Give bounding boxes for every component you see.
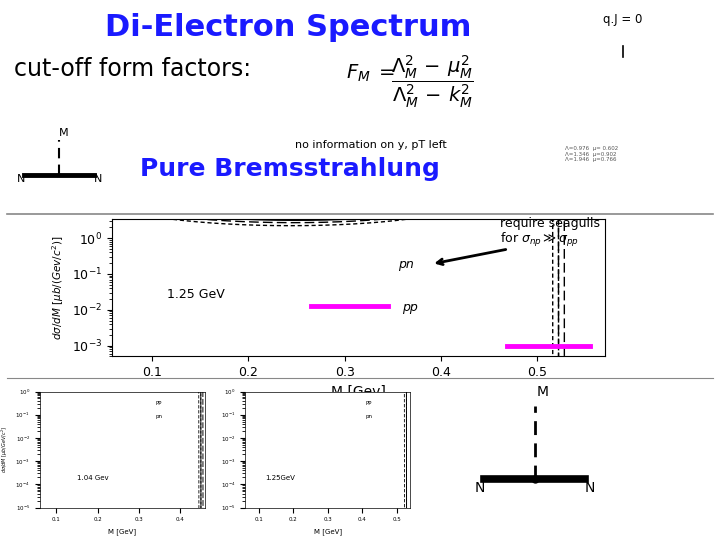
Text: pp: pp xyxy=(402,301,418,314)
Text: Di-Electron Spectrum: Di-Electron Spectrum xyxy=(105,14,471,43)
Text: q.J = 0: q.J = 0 xyxy=(603,14,642,26)
Text: pn: pn xyxy=(366,414,372,420)
Text: PP: PP xyxy=(156,401,162,407)
Y-axis label: $d\sigma/dM\ [\mu b/(Gev/c^2)]$: $d\sigma/dM\ [\mu b/(Gev/c^2)]$ xyxy=(50,235,66,340)
X-axis label: M [GeV]: M [GeV] xyxy=(313,528,342,535)
Text: require seagulls: require seagulls xyxy=(500,217,600,230)
Text: M: M xyxy=(537,385,549,399)
Text: cut-off form factors:: cut-off form factors: xyxy=(14,57,251,80)
Text: N: N xyxy=(474,481,485,495)
Text: 1.04 Gev: 1.04 Gev xyxy=(77,475,109,481)
Text: no information on y, pT left: no information on y, pT left xyxy=(295,140,446,151)
Text: $F_M\;=$: $F_M\;=$ xyxy=(346,63,395,84)
Text: Λ=0.976  μ= 0.602
Λ=1.346  μ=0.902
Λ=1.946  μ=0.766: Λ=0.976 μ= 0.602 Λ=1.346 μ=0.902 Λ=1.946… xyxy=(565,146,618,163)
Text: M: M xyxy=(59,129,69,138)
Text: 1.25 GeV: 1.25 GeV xyxy=(166,287,224,301)
Text: Pure Bremsstrahlung: Pure Bremsstrahlung xyxy=(140,157,440,180)
Text: for $\sigma_{np} \gg \sigma_{pp}$: for $\sigma_{np} \gg \sigma_{pp}$ xyxy=(500,231,580,249)
Text: 1.25GeV: 1.25GeV xyxy=(266,475,295,481)
Text: N: N xyxy=(94,174,102,185)
Text: pn: pn xyxy=(397,258,413,271)
Y-axis label: $d\sigma/dM\ [\mu b/GeV/c^2]$: $d\sigma/dM\ [\mu b/GeV/c^2]$ xyxy=(0,426,10,473)
Text: $\dfrac{\Lambda_M^2\,-\,\mu_M^2}{\Lambda_M^2\,-\,k_M^2}$: $\dfrac{\Lambda_M^2\,-\,\mu_M^2}{\Lambda… xyxy=(390,54,474,111)
Text: PP: PP xyxy=(366,401,372,407)
Text: N: N xyxy=(17,174,25,185)
Text: N: N xyxy=(584,481,595,495)
X-axis label: M [GeV]: M [GeV] xyxy=(108,528,137,535)
X-axis label: M [Gev]: M [Gev] xyxy=(330,384,386,399)
Text: pn: pn xyxy=(156,414,163,420)
